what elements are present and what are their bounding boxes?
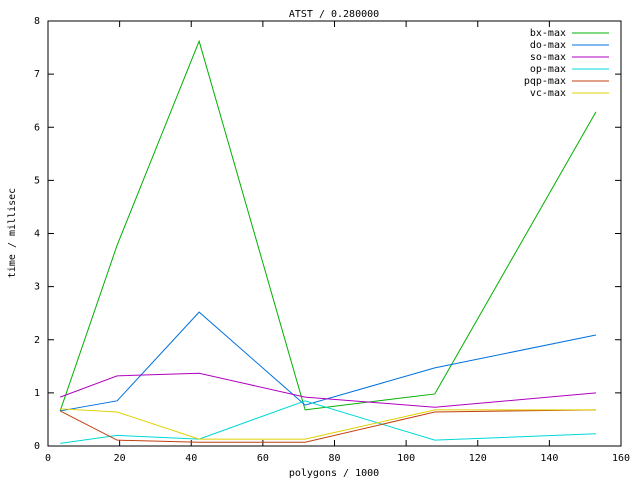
x-tick-label: 40 [185,453,197,464]
y-tick-label: 4 [34,229,40,240]
series-line [60,400,596,444]
y-axis-label: time / millisec [7,188,18,278]
y-tick-label: 3 [34,282,40,293]
legend-label: do-max [530,40,566,51]
y-tick-label: 5 [34,175,40,186]
y-tick-label: 2 [34,335,40,346]
y-tick-label: 0 [34,441,40,452]
y-tick-label: 1 [34,388,40,399]
series-line [59,409,596,443]
x-tick-label: 20 [114,453,126,464]
legend-label: so-max [530,52,566,63]
x-tick-label: 120 [469,453,487,464]
x-tick-label: 60 [257,453,269,464]
series-line [60,372,596,408]
x-tick-label: 100 [397,453,415,464]
y-tick-label: 6 [34,122,40,133]
x-tick-label: 0 [45,453,51,464]
x-tick-label: 160 [612,453,630,464]
chart-title: ATST / 0.280000 [289,9,379,20]
legend-label: op-max [530,64,566,75]
x-tick-label: 80 [328,453,340,464]
legend-label: vc-max [530,88,566,99]
y-tick-label: 7 [34,69,40,80]
series-line [60,408,596,440]
legend-label: pqp-max [524,76,566,87]
legend-label: bx-max [530,28,566,39]
series-line [59,39,597,412]
x-axis-label: polygons / 1000 [289,468,379,479]
series-line [60,311,597,412]
x-tick-label: 140 [540,453,558,464]
y-tick-label: 8 [34,16,40,27]
